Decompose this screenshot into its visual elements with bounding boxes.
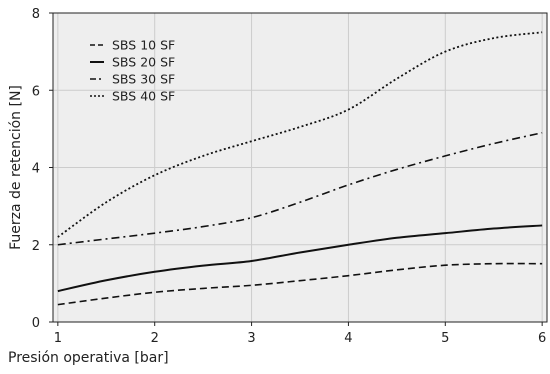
series-line-1 (57, 262, 543, 306)
y-tick-label: 6 (32, 84, 40, 99)
legend-label-4: SBS 40 SF (112, 89, 175, 104)
series-line-2 (57, 224, 543, 293)
y-tick-label: 4 (32, 162, 40, 177)
x-tick-label: 5 (441, 331, 449, 346)
x-axis-ticks: 1 2 3 4 5 6 (54, 322, 546, 346)
x-tick-label: 4 (344, 331, 352, 346)
x-tick-label: 3 (247, 331, 255, 346)
y-tick-label: 8 (32, 7, 40, 22)
legend-label-1: SBS 10 SF (112, 38, 175, 53)
y-axis-label: Fuerza de retención [N] (8, 85, 24, 250)
legend-label-3: SBS 30 SF (112, 72, 175, 87)
series-line-4 (57, 31, 543, 238)
x-tick-label: 2 (151, 331, 159, 346)
y-tick-label: 2 (32, 239, 40, 254)
legend-label-2: SBS 20 SF (112, 55, 175, 70)
x-tick-label: 1 (54, 331, 62, 346)
series-line-3 (57, 131, 543, 246)
x-tick-label: 6 (538, 331, 546, 346)
y-axis-ticks: 0 2 4 6 8 (32, 7, 53, 331)
legend: SBS 10 SF SBS 20 SF SBS 30 SF SBS 40 SF (90, 38, 175, 104)
x-axis-label: Presión operativa [bar] (8, 350, 169, 366)
series-group (57, 31, 543, 306)
y-tick-label: 0 (32, 316, 40, 331)
